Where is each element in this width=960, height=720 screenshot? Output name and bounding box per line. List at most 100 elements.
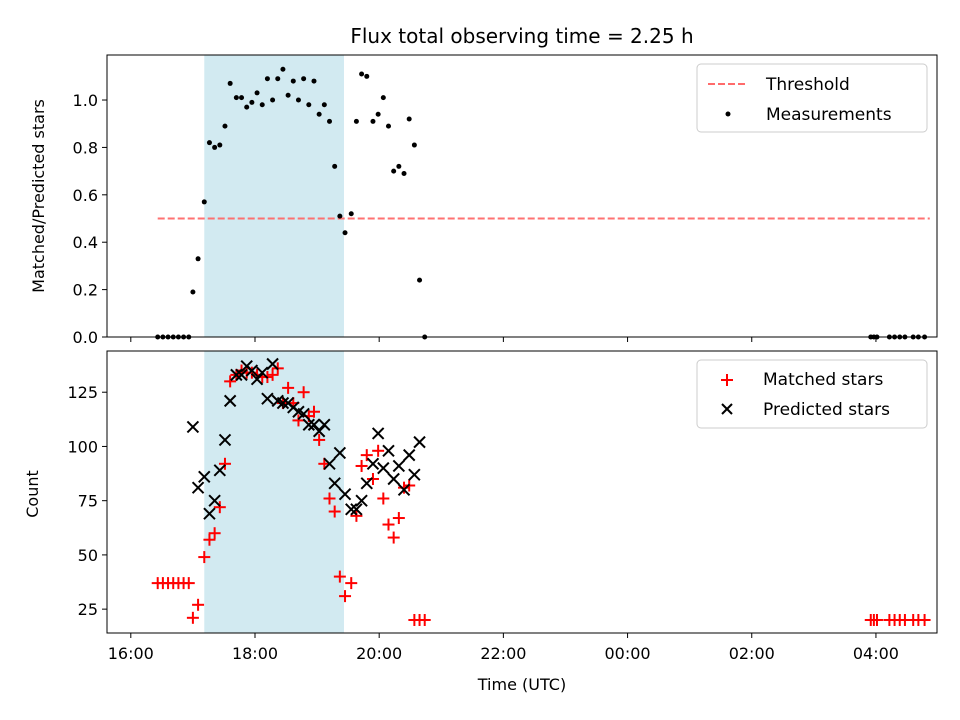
- x-tick-label: 22:00: [480, 644, 526, 663]
- bottom-panel-x-axis: 16:00 18:00 20:00 22:00 00:00 02:00 04:00: [108, 633, 899, 663]
- predicted-star-point: [350, 503, 363, 516]
- matched-star-point: [198, 551, 211, 564]
- y-tick-label: 0.4: [73, 233, 98, 252]
- bottom-panel: 25 50 75 100 125 16:00 18:00 20:00 22:00 00:00 02…: [23, 350, 938, 694]
- matched-star-point: [345, 577, 358, 590]
- predicted-star-point: [333, 446, 347, 460]
- legend-predicted-label: Predicted stars: [763, 400, 890, 420]
- y-tick-label: 25: [78, 600, 98, 619]
- matched-star-point: [297, 386, 310, 399]
- bottom-panel-legend-box: [696, 359, 928, 429]
- bottom-panel-y-axis: 25 50 75 100 125: [67, 383, 107, 619]
- y-tick-label: 125: [67, 383, 98, 402]
- measurement-point: [327, 118, 333, 124]
- measurement-point: [195, 256, 201, 262]
- measurement-point: [417, 277, 423, 283]
- predicted-star-point: [355, 494, 368, 507]
- measurement-point: [259, 102, 265, 108]
- y-tick-label: 100: [67, 437, 98, 456]
- matched-star-point: [245, 366, 258, 379]
- measurement-point: [254, 90, 260, 96]
- matched-star-point: [350, 509, 363, 522]
- matched-star-point: [307, 405, 320, 418]
- measurement-point: [364, 73, 370, 79]
- matched-star-point: [192, 598, 205, 611]
- predicted-star-point: [328, 477, 341, 490]
- matched-star-point: [382, 518, 395, 531]
- matched-star-point: [328, 505, 341, 518]
- matched-star-point: [366, 472, 379, 485]
- measurement-point: [375, 111, 381, 117]
- measurement-point: [359, 71, 365, 77]
- y-tick-label: 0.6: [73, 186, 98, 205]
- measurement-point: [233, 95, 239, 101]
- measurement-point: [217, 142, 223, 148]
- predicted-star-point: [266, 357, 279, 371]
- predicted-star-point: [218, 433, 232, 447]
- legend-predicted-swatch: [721, 403, 733, 415]
- matched-star-point: [355, 459, 368, 472]
- measurement-point: [337, 213, 343, 219]
- predicted-star-point: [408, 468, 421, 481]
- measurement-point: [201, 199, 207, 205]
- measurement-point: [411, 142, 417, 148]
- predicted-star-point: [198, 470, 211, 484]
- measurement-point: [206, 140, 212, 146]
- matched-star-point: [213, 501, 226, 514]
- predicted-star-point: [382, 444, 395, 457]
- y-tick-label: 1.0: [73, 91, 98, 110]
- matched-star-point: [333, 570, 346, 583]
- predicted-star-point: [203, 507, 216, 520]
- bottom-panel-frame: [106, 350, 938, 634]
- matched-star-point: [418, 613, 431, 626]
- top-panel-y-axis: 0.0 0.2 0.4 0.6 0.8 1.0: [73, 91, 107, 347]
- matched-star-point: [360, 449, 373, 462]
- predicted-star-point: [323, 457, 336, 471]
- matched-star-point: [392, 512, 405, 525]
- predicted-star-point: [318, 418, 331, 431]
- predicted-star-point: [208, 494, 221, 507]
- predicted-star-point: [366, 457, 380, 471]
- measurement-point: [391, 168, 397, 174]
- top-panel: 0.0 0.2 0.4 0.6 0.8 1.0 Matched/Predicted sta…: [29, 54, 938, 347]
- x-tick-label: 02:00: [729, 644, 775, 663]
- top-panel-legend: Threshold Measurements: [696, 63, 928, 133]
- chart-title: Flux total observing time = 2.25 h: [350, 24, 693, 48]
- y-tick-label: 75: [78, 492, 98, 511]
- measurement-point: [239, 95, 245, 101]
- bottom-panel-highlight: [204, 351, 344, 633]
- matched-star-point: [224, 375, 237, 388]
- predicted-star-point: [413, 435, 426, 449]
- matched-star-point: [182, 577, 195, 590]
- predicted-star-point: [256, 366, 269, 379]
- matched-star-point: [313, 433, 326, 446]
- predicted-star-point: [371, 427, 385, 440]
- measurement-point: [306, 102, 312, 108]
- measurement-point: [244, 104, 250, 110]
- measurement-point: [342, 230, 348, 236]
- bottom-panel-xlabel: Time (UTC): [477, 675, 566, 694]
- measurement-point: [190, 289, 196, 295]
- x-tick-label: 18:00: [232, 644, 278, 663]
- y-tick-label: 50: [78, 546, 98, 565]
- bottom-panel-marks: [151, 357, 931, 626]
- legend-threshold-label: Threshold: [765, 75, 850, 95]
- bottom-panel-legend: Matched stars Predicted stars: [696, 359, 928, 429]
- legend-measurements-label: Measurements: [766, 105, 892, 125]
- predicted-star-point: [377, 461, 390, 475]
- top-panel-ylabel: Matched/Predicted stars: [29, 99, 48, 293]
- legend-measurements-swatch: [725, 111, 731, 117]
- matched-star-point: [282, 381, 295, 394]
- measurement-point: [290, 78, 296, 84]
- matched-star-point: [339, 590, 352, 603]
- measurement-point: [275, 76, 281, 82]
- matched-star-point: [377, 492, 390, 505]
- y-tick-label: 0.8: [73, 138, 98, 157]
- measurement-point: [264, 76, 270, 82]
- predicted-star-point: [213, 464, 227, 477]
- predicted-star-point: [397, 483, 411, 497]
- measurement-point: [212, 144, 218, 150]
- legend-matched-label: Matched stars: [763, 370, 883, 390]
- matched-star-point: [203, 533, 216, 546]
